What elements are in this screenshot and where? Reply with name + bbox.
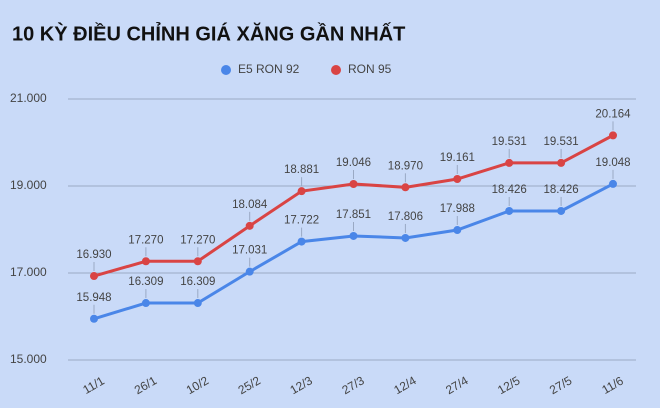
x-tick-label: 25/2 <box>236 373 264 397</box>
x-tick-label: 11/1 <box>80 373 107 397</box>
x-tick-label: 12/4 <box>391 373 419 397</box>
data-label: 18.084 <box>232 199 268 211</box>
x-tick-label: 26/1 <box>132 373 160 397</box>
data-label: 19.531 <box>492 136 527 148</box>
data-point <box>90 272 98 281</box>
data-point <box>349 179 358 188</box>
data-point <box>349 231 358 240</box>
data-point <box>141 257 150 266</box>
x-tick-label: 10/2 <box>184 373 212 397</box>
data-label: 17.270 <box>128 234 163 246</box>
data-label: 19.161 <box>440 152 475 164</box>
data-label: 16.309 <box>128 276 163 288</box>
data-point <box>141 299 150 308</box>
y-tick-label: 15.000 <box>10 352 47 366</box>
x-tick-label: 27/4 <box>443 373 471 397</box>
data-point <box>609 179 617 188</box>
x-tick-label: 12/3 <box>288 373 316 397</box>
data-point <box>245 267 254 276</box>
y-tick-label: 21.000 <box>10 91 47 105</box>
data-label: 16.930 <box>76 249 111 261</box>
data-point <box>90 314 98 323</box>
data-label: 18.426 <box>544 184 579 196</box>
data-label: 19.048 <box>595 157 630 169</box>
y-tick-label: 19.000 <box>10 178 47 192</box>
data-label: 15.948 <box>76 292 111 304</box>
x-tick-label: 12/5 <box>495 373 523 397</box>
legend-label: E5 RON 92 <box>238 62 300 76</box>
chart-title: 10 KỲ ĐIỀU CHỈNH GIÁ XĂNG GẦN NHẤT <box>12 21 405 45</box>
data-point <box>505 158 514 167</box>
data-label: 17.806 <box>388 211 423 223</box>
data-label: 18.881 <box>284 164 319 176</box>
data-label: 20.164 <box>595 108 631 120</box>
y-tick-label: 17.000 <box>10 265 47 279</box>
data-label: 17.031 <box>232 245 267 257</box>
data-label: 17.270 <box>180 234 215 246</box>
data-point <box>505 206 514 215</box>
data-point <box>297 237 306 246</box>
data-point <box>557 206 566 215</box>
data-point <box>453 174 462 183</box>
x-tick-label: 11/6 <box>599 373 626 397</box>
x-tick-label: 27/5 <box>547 373 575 397</box>
data-point <box>297 187 306 196</box>
data-label: 17.988 <box>440 203 475 215</box>
data-point <box>245 221 254 230</box>
series-line <box>93 182 614 321</box>
data-point <box>453 226 462 235</box>
data-label: 17.722 <box>284 215 319 227</box>
legend-marker <box>221 65 231 75</box>
legend-marker <box>331 65 341 75</box>
data-point <box>609 131 617 140</box>
data-label: 16.309 <box>180 276 215 288</box>
data-point <box>557 158 566 167</box>
data-point <box>401 233 410 242</box>
data-point <box>193 299 202 308</box>
data-point <box>193 257 202 266</box>
data-label: 18.426 <box>492 184 527 196</box>
data-label: 19.531 <box>544 136 579 148</box>
legend-label: RON 95 <box>348 62 392 76</box>
data-label: 18.970 <box>388 160 423 172</box>
data-label: 19.046 <box>336 157 371 169</box>
data-label: 17.851 <box>336 209 371 221</box>
x-tick-label: 27/3 <box>339 373 367 397</box>
data-point <box>401 183 410 192</box>
